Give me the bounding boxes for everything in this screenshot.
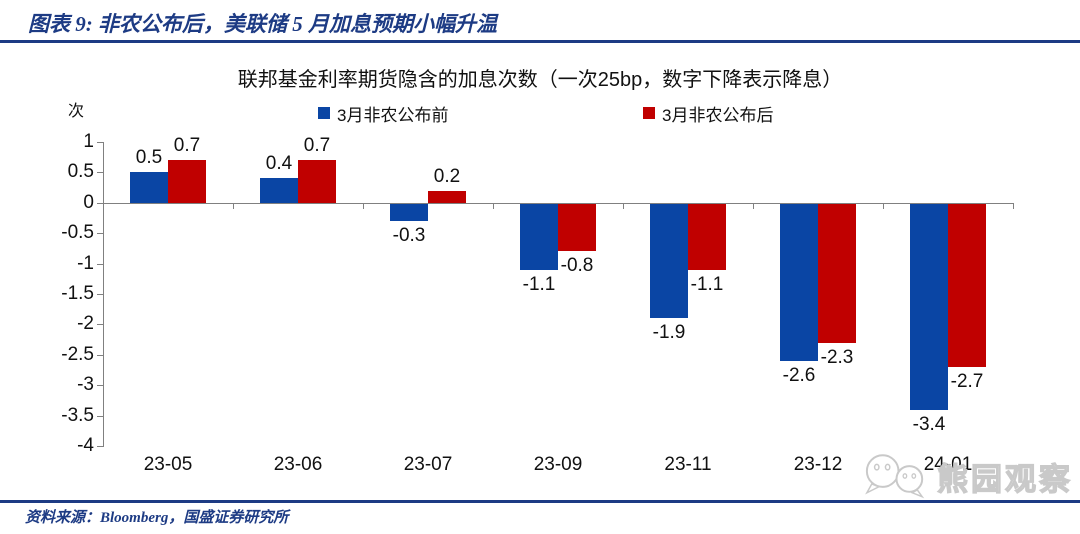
bar-value-label: 0.5: [135, 147, 163, 168]
bar-value-label: -1.1: [690, 274, 724, 295]
y-tick-mark: [97, 385, 103, 386]
x-tick-mark: [493, 203, 494, 209]
bar-pre: [130, 172, 168, 203]
y-tick-label: -2: [77, 313, 94, 334]
x-tick-mark: [623, 203, 624, 209]
footer-rule: [0, 500, 1080, 503]
bar-post: [558, 204, 596, 251]
x-axis-label: 23-11: [664, 454, 712, 475]
bar-post: [688, 204, 726, 270]
bar-pre: [780, 204, 818, 361]
y-tick-mark: [97, 264, 103, 265]
x-tick-mark: [233, 203, 234, 209]
bar-value-label: -0.8: [560, 255, 594, 276]
y-tick-label: -3.5: [61, 405, 94, 426]
x-axis-label: 23-06: [273, 454, 323, 475]
bar-value-label: -2.6: [782, 365, 816, 386]
bar-value-label: -3.4: [912, 414, 946, 435]
y-axis-line: [103, 142, 104, 447]
bar-value-label: -2.3: [820, 347, 854, 368]
legend-label-pre: 3月非农公布前: [337, 105, 449, 125]
bar-post: [948, 204, 986, 367]
bar-value-label: -1.9: [652, 322, 686, 343]
wechat-icon: [865, 454, 925, 499]
x-axis-label: 23-12: [793, 454, 843, 475]
bar-value-label: -2.7: [950, 371, 984, 392]
y-tick-mark: [97, 142, 103, 143]
bar-post: [168, 160, 206, 203]
watermark-text: 熊园观察: [936, 461, 1073, 497]
bar-post: [428, 191, 466, 203]
y-axis-unit-label: 次: [68, 103, 85, 120]
bar-pre: [910, 204, 948, 410]
x-tick-mark: [363, 203, 364, 209]
bar-pre: [520, 204, 558, 270]
x-axis-label: 23-05: [143, 454, 193, 475]
legend-swatch-post-icon: [643, 107, 655, 119]
bar-pre: [390, 204, 428, 221]
y-tick-label: 0.5: [67, 161, 94, 182]
zero-line: [103, 203, 1013, 204]
y-tick-mark: [97, 203, 103, 204]
y-tick-label: -0.5: [61, 222, 94, 243]
y-tick-label: 1: [83, 131, 94, 152]
bar-value-label: -1.1: [522, 274, 556, 295]
bar-value-label: -0.3: [392, 225, 426, 246]
y-tick-label: -2.5: [61, 344, 94, 365]
y-tick-label: -4: [77, 435, 94, 456]
y-tick-label: -1.5: [61, 283, 94, 304]
bar-value-label: 0.7: [173, 135, 201, 156]
y-tick-mark: [97, 294, 103, 295]
y-tick-label: 0: [83, 192, 94, 213]
bar-post: [298, 160, 336, 203]
y-tick-mark: [97, 446, 103, 447]
y-tick-mark: [97, 355, 103, 356]
y-tick-mark: [97, 324, 103, 325]
report-title: 图表 9: 非农公布后，美联储 5 月加息预期小幅升温: [28, 12, 497, 36]
x-axis-label: 23-07: [403, 454, 453, 475]
x-tick-mark: [753, 203, 754, 209]
chart-title: 联邦基金利率期货隐含的加息次数（一次25bp，数字下降表示降息）: [237, 69, 843, 91]
legend-swatch-pre-icon: [318, 107, 330, 119]
x-axis-label: 24-01: [923, 454, 973, 475]
legend-item-pre: 3月非农公布前: [318, 104, 448, 125]
x-tick-mark: [883, 203, 884, 209]
x-axis-label: 23-09: [533, 454, 583, 475]
y-tick-mark: [97, 233, 103, 234]
bar-value-label: 0.7: [303, 135, 331, 156]
legend-item-post: 3月非农公布后: [643, 104, 773, 125]
bar-pre: [260, 178, 298, 203]
y-tick-mark: [97, 416, 103, 417]
y-tick-mark: [97, 172, 103, 173]
header-rule: [0, 40, 1080, 43]
footer-source: 资料来源：Bloomberg，国盛证券研究所: [25, 510, 289, 526]
bar-value-label: 0.4: [265, 153, 293, 174]
bar-value-label: 0.2: [433, 166, 461, 187]
watermark: 熊园观察: [858, 450, 1073, 502]
bar-pre: [650, 204, 688, 318]
x-tick-mark: [1013, 203, 1014, 209]
bar-post: [818, 204, 856, 343]
y-tick-label: -1: [77, 253, 94, 274]
y-tick-label: -3: [77, 374, 94, 395]
legend-label-post: 3月非农公布后: [662, 105, 774, 125]
